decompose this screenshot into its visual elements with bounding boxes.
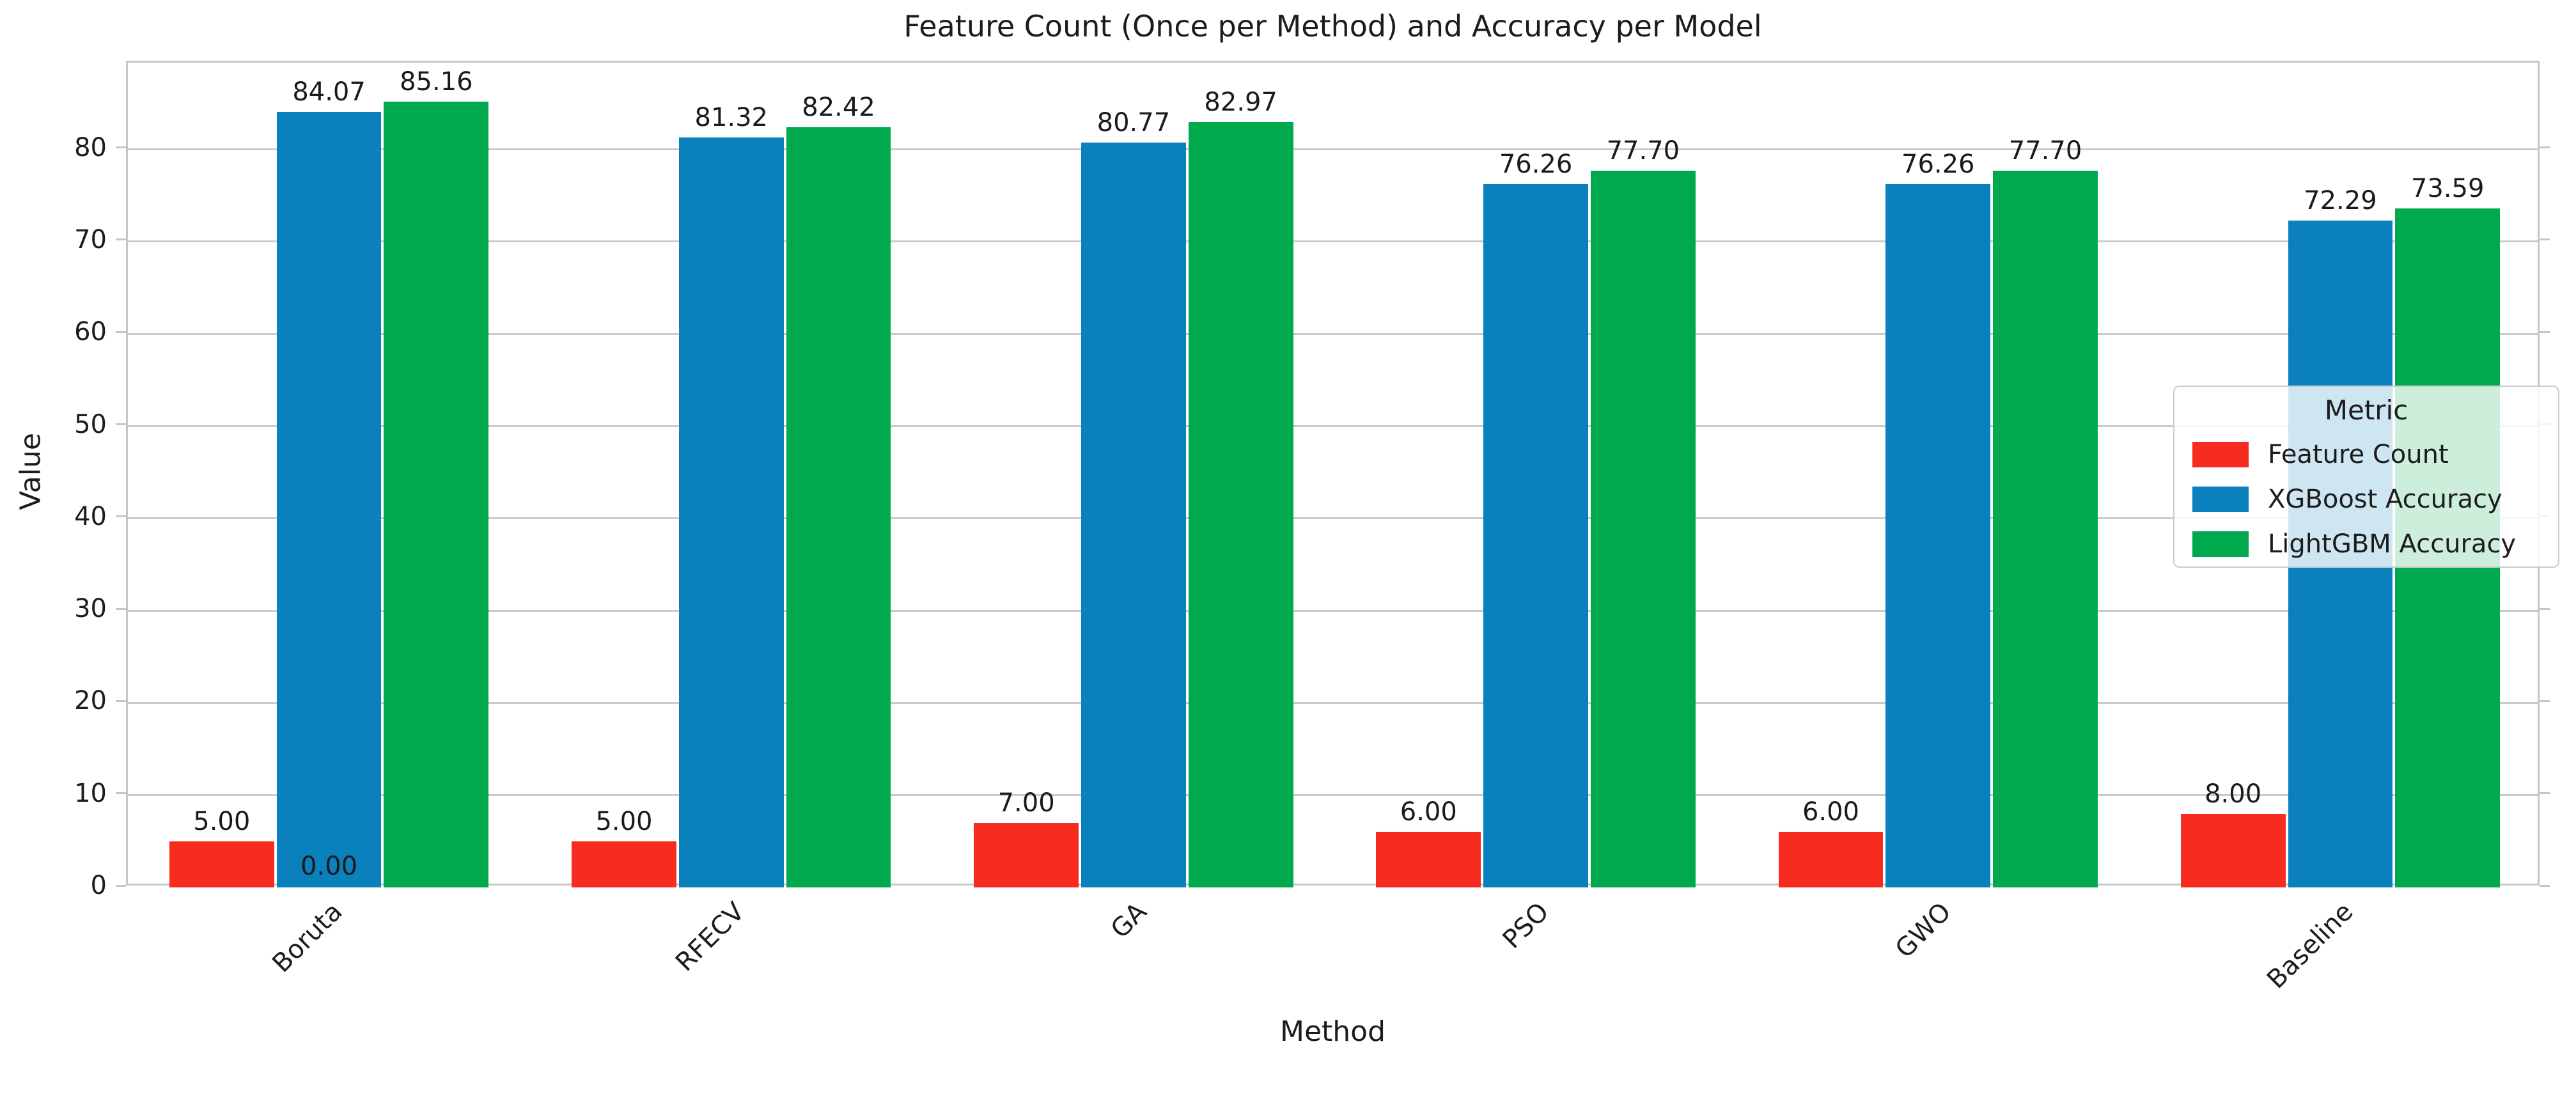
bar-value-label: 76.26 — [1499, 149, 1573, 179]
x-axis-label: Method — [1279, 1015, 1386, 1048]
bar-Boruta-XGBoost Accuracy — [276, 111, 382, 887]
x-tick-label-GA: GA — [1105, 897, 1153, 944]
y-tick-label-70: 70 — [74, 224, 107, 254]
bar-value-label: 82.42 — [802, 92, 875, 122]
y-tick-mark-right-70 — [2540, 238, 2550, 241]
legend: Metric Feature Count XGBoost Accuracy Ligh… — [2173, 386, 2559, 568]
chart-title: Feature Count (Once per Method) and Accu… — [903, 9, 1762, 43]
bar-value-label: 85.16 — [400, 67, 473, 97]
legend-label-Feature Count: Feature Count — [2268, 440, 2449, 469]
legend-swatch-LightGBM Accuracy — [2192, 531, 2249, 557]
gridline-60 — [128, 332, 2538, 335]
bar-GA-XGBoost Accuracy — [1081, 142, 1186, 887]
bar-value-label: 76.26 — [1901, 149, 1975, 179]
legend-row-Feature Count: Feature Count — [2192, 432, 2540, 477]
bar-PSO-LightGBM Accuracy — [1590, 170, 1696, 887]
y-tick-mark-right-80 — [2540, 146, 2550, 149]
figure: Feature Count (Once per Method) and Accu… — [14, 9, 2559, 1048]
legend-items: Feature Count XGBoost Accuracy LightGBM Ac… — [2192, 432, 2540, 566]
y-tick-mark-right-10 — [2540, 792, 2550, 795]
y-tick-mark-left-20 — [116, 699, 126, 702]
y-tick-mark-left-50 — [116, 423, 126, 426]
labels-layer: 5.00 84.07 85.16 5.00 81.32 82.42 7.00 80.77 82.… — [128, 63, 2538, 884]
y-tick-mark-left-60 — [116, 331, 126, 333]
gridlines-layer — [128, 63, 2538, 884]
bar-Boruta-LightGBM Accuracy — [384, 102, 489, 887]
legend-swatch-XGBoost Accuracy — [2192, 487, 2249, 512]
legend-row-LightGBM Accuracy: LightGBM Accuracy — [2192, 522, 2540, 566]
x-tick-label-GWO: GWO — [1890, 897, 1957, 964]
y-tick-label-60: 60 — [74, 317, 107, 347]
x-tick-label-PSO: PSO — [1497, 897, 1555, 955]
legend-title: Metric — [2324, 394, 2408, 426]
y-tick-label-40: 40 — [74, 501, 107, 531]
y-tick-label-0: 0 — [90, 871, 107, 900]
bar-value-label: 77.70 — [1606, 136, 1680, 166]
annotation-zero: 0.00 — [301, 852, 358, 881]
bar-RFECV-XGBoost Accuracy — [678, 137, 784, 887]
x-tick-label-Baseline: Baseline — [2261, 897, 2359, 995]
y-tick-mark-right-0 — [2540, 884, 2550, 887]
y-tick-mark-right-60 — [2540, 331, 2550, 333]
bar-value-label: 81.32 — [694, 102, 769, 132]
bar-GWO-Feature Count — [1778, 832, 1884, 887]
y-tick-mark-left-0 — [116, 884, 126, 887]
plot-area: 5.00 84.07 85.16 5.00 81.32 82.42 7.00 80.77 82.… — [126, 61, 2540, 887]
y-tick-label-10: 10 — [74, 778, 107, 808]
x-tick-label-Boruta: Boruta — [266, 897, 348, 979]
legend-label-LightGBM Accuracy: LightGBM Accuracy — [2268, 529, 2517, 559]
bar-value-label: 72.29 — [2304, 185, 2377, 215]
bar-value-label: 5.00 — [193, 806, 251, 836]
bar-value-label: 77.70 — [2008, 136, 2082, 166]
y-tick-label-80: 80 — [74, 132, 107, 162]
bar-Baseline-Feature Count — [2180, 813, 2286, 887]
bar-value-label: 8.00 — [2205, 779, 2262, 809]
y-tick-mark-left-80 — [116, 146, 126, 149]
y-tick-label-50: 50 — [74, 409, 107, 439]
gridline-40 — [128, 517, 2538, 520]
bar-GWO-XGBoost Accuracy — [1885, 183, 1991, 887]
bars-layer — [128, 63, 2538, 887]
bar-value-label: 82.97 — [1204, 87, 1277, 117]
y-tick-mark-right-30 — [2540, 607, 2550, 610]
y-tick-label-20: 20 — [74, 686, 107, 716]
bar-GWO-LightGBM Accuracy — [1993, 170, 2098, 887]
x-tick-label-RFECV: RFECV — [669, 897, 751, 978]
bar-RFECV-LightGBM Accuracy — [786, 127, 891, 887]
gridline-70 — [128, 240, 2538, 243]
gridline-80 — [128, 148, 2538, 151]
gridline-50 — [128, 425, 2538, 428]
gridline-30 — [128, 609, 2538, 612]
gridline-20 — [128, 701, 2538, 704]
bar-value-label: 5.00 — [595, 806, 653, 836]
bar-value-label: 6.00 — [1802, 797, 1859, 827]
bar-Boruta-Feature Count — [169, 841, 274, 887]
bar-PSO-XGBoost Accuracy — [1483, 183, 1588, 887]
y-tick-mark-left-40 — [116, 515, 126, 518]
bar-value-label: 73.59 — [2410, 174, 2485, 204]
legend-label-XGBoost Accuracy: XGBoost Accuracy — [2268, 485, 2502, 514]
legend-swatch-Feature Count — [2192, 442, 2249, 467]
bar-GA-Feature Count — [974, 822, 1079, 887]
gridline-10 — [128, 794, 2538, 797]
bar-GA-LightGBM Accuracy — [1188, 121, 1293, 887]
y-tick-mark-right-20 — [2540, 699, 2550, 702]
bar-value-label: 84.07 — [292, 77, 366, 107]
y-tick-mark-left-30 — [116, 607, 126, 610]
bar-PSO-Feature Count — [1376, 832, 1481, 887]
bar-value-label: 7.00 — [997, 788, 1055, 818]
y-tick-mark-left-10 — [116, 792, 126, 795]
legend-row-XGBoost Accuracy: XGBoost Accuracy — [2192, 477, 2540, 522]
y-tick-mark-left-70 — [116, 238, 126, 241]
bar-value-label: 6.00 — [1400, 797, 1457, 827]
y-tick-label-30: 30 — [74, 594, 107, 624]
bar-RFECV-Feature Count — [572, 841, 676, 887]
bar-value-label: 80.77 — [1097, 107, 1171, 137]
